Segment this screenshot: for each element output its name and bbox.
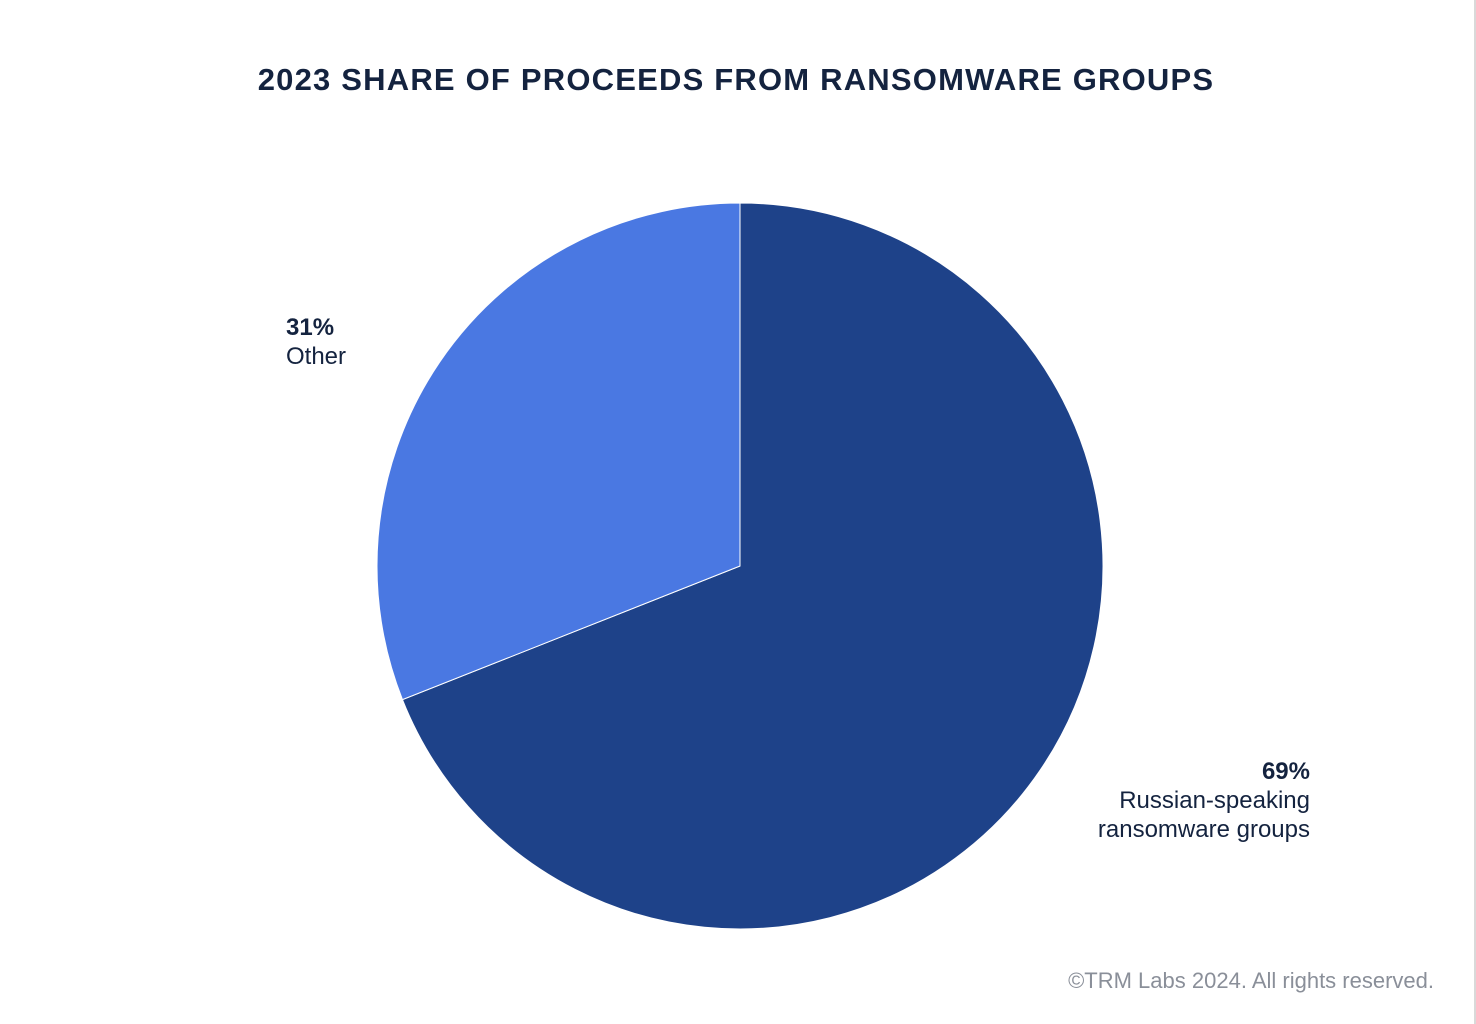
slice-name-other: Other <box>286 343 347 370</box>
pie-slice-other <box>376 202 741 701</box>
slice-label-other: 31% Other <box>286 313 346 371</box>
page-right-border <box>1474 0 1476 1024</box>
slice-name-russian-speaking-line-2: ransomware groups <box>1097 816 1310 843</box>
copyright-notice: ©TRM Labs 2024. All rights reserved. <box>1068 968 1434 993</box>
slice-percent-russian-speaking: 69% <box>1261 758 1310 785</box>
slice-name-russian-speaking-line-1: Russian-speaking <box>1119 787 1310 814</box>
chart-title: 2023 SHARE OF PROCEEDS FROM RANSOMWARE G… <box>257 62 1215 97</box>
slice-percent-other: 31% <box>286 314 335 341</box>
slice-label-russian-speaking: 69% Russian-speaking ransomware groups <box>1098 757 1310 844</box>
pie-slice-russian-speaking-ransomware-groups <box>401 202 1104 930</box>
